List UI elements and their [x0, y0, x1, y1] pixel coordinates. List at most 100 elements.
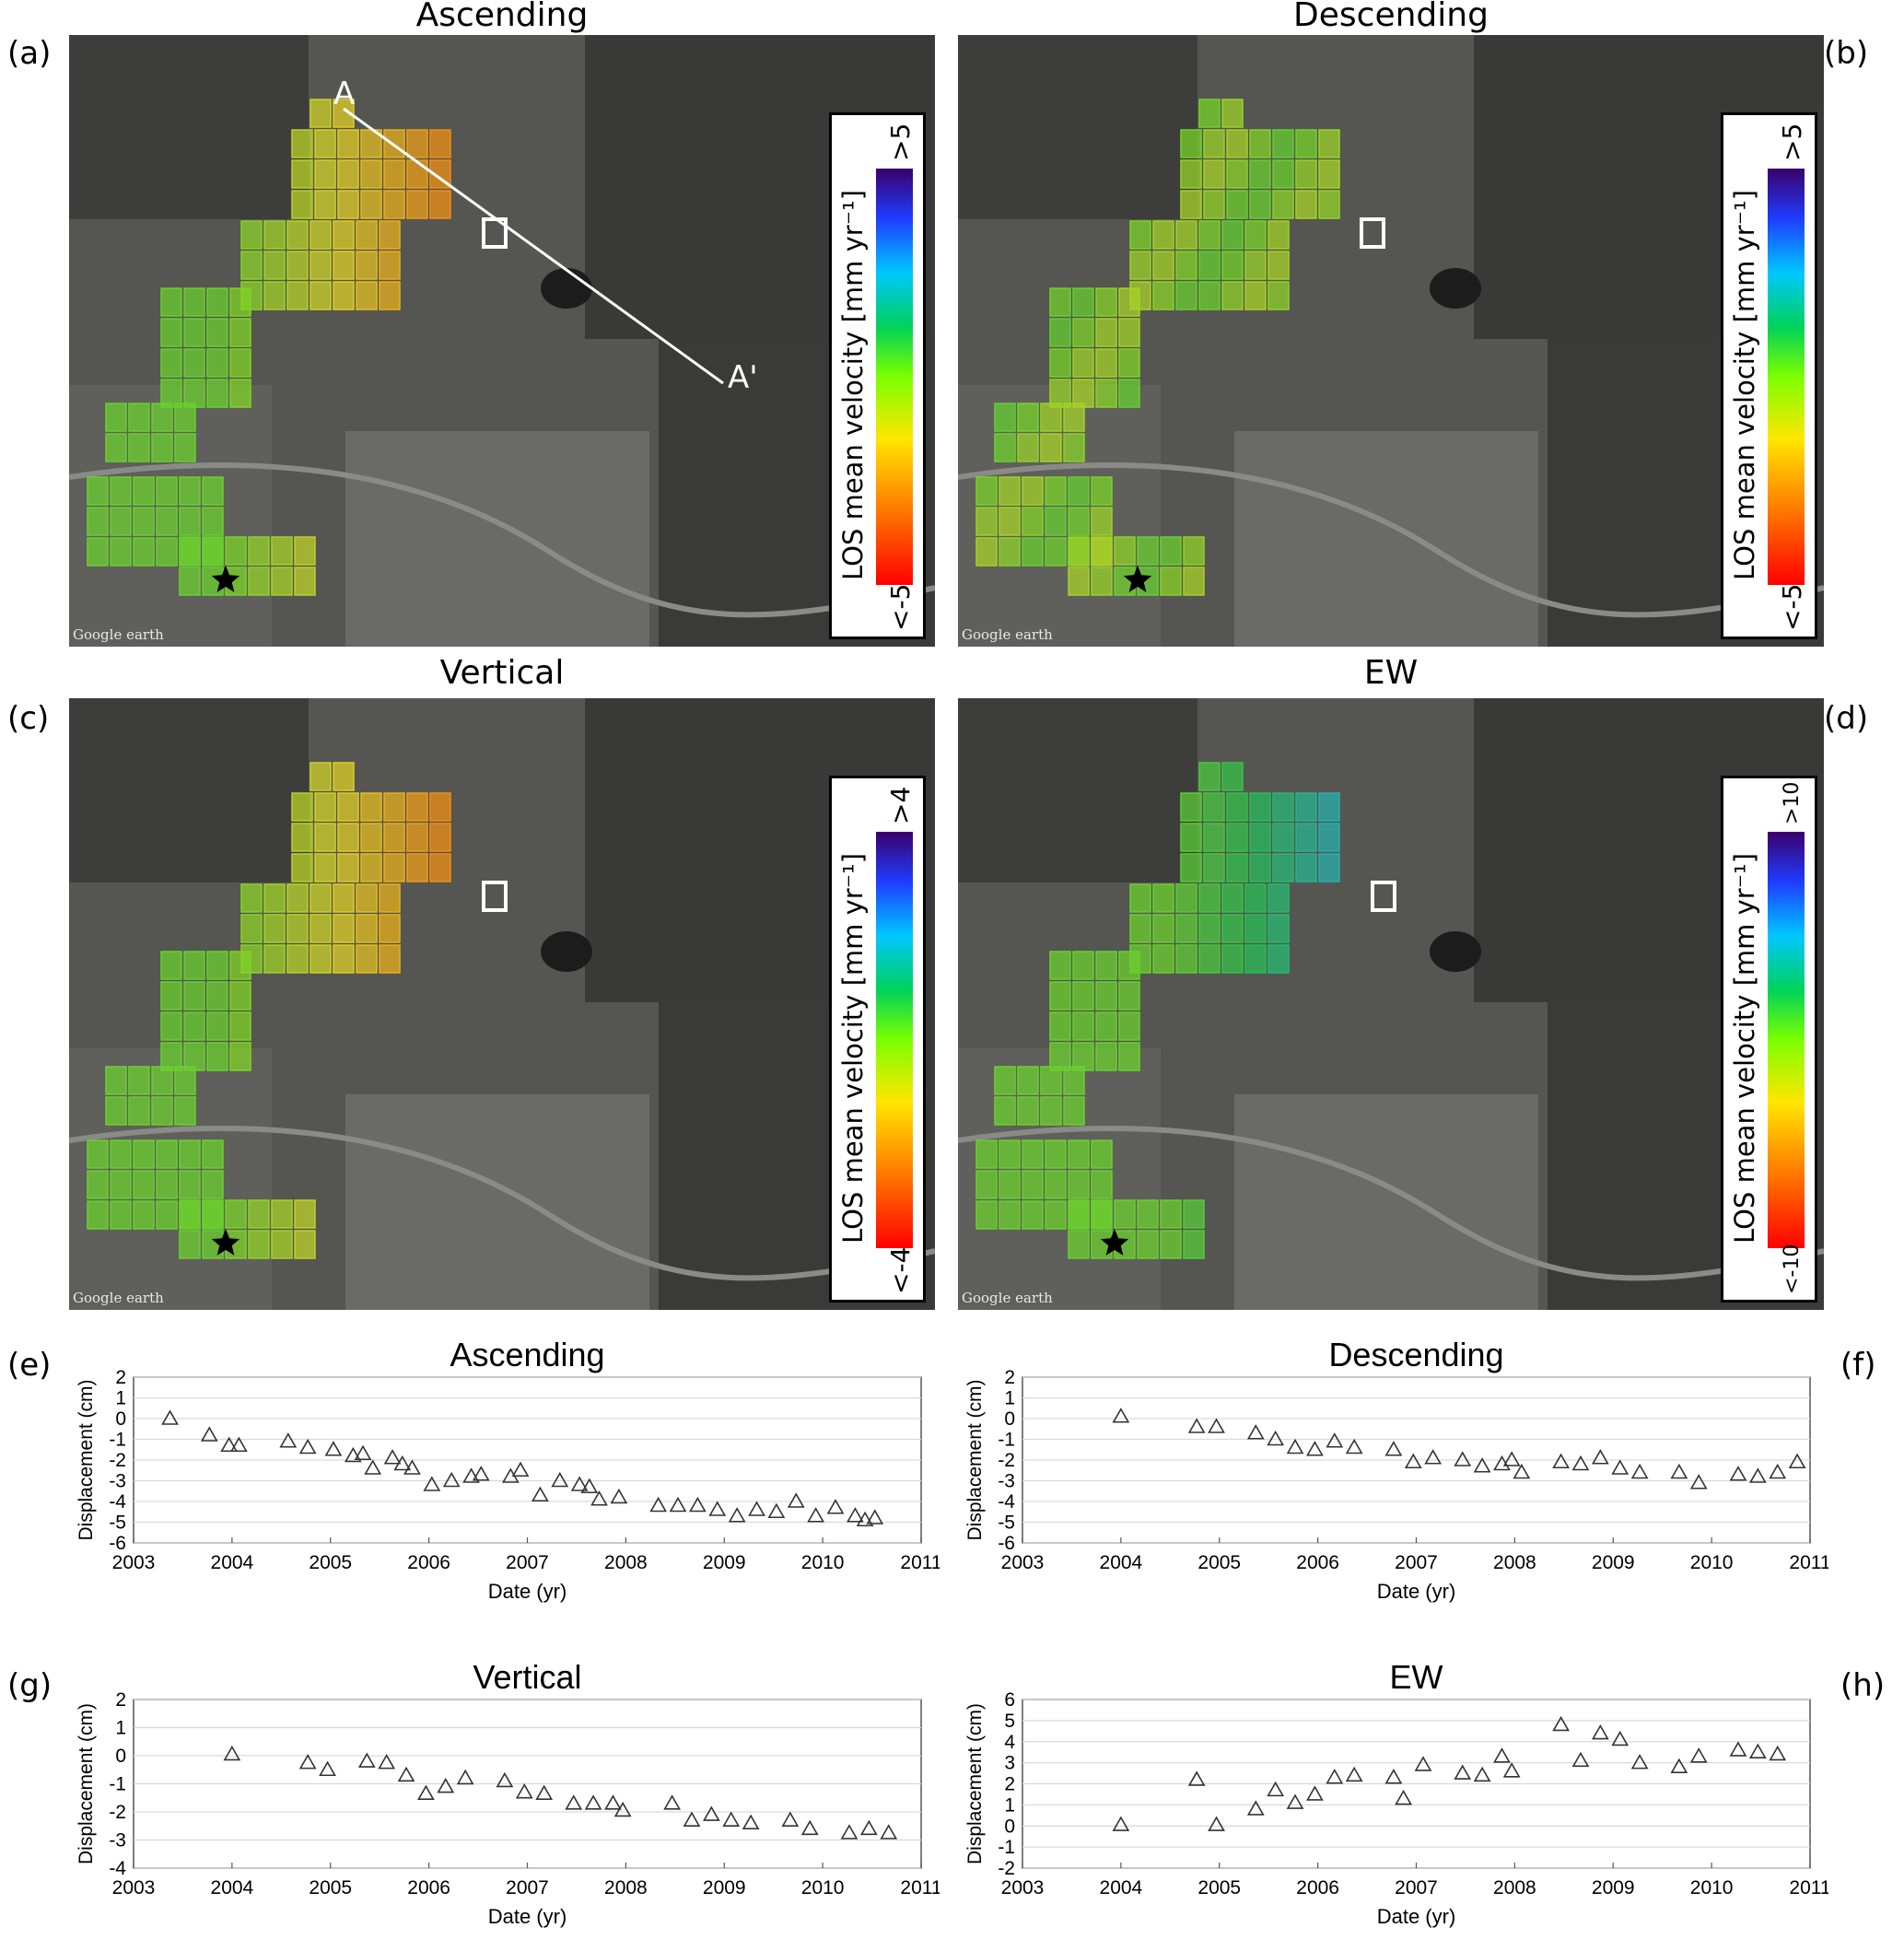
- velocity-cell: [105, 1066, 127, 1095]
- velocity-cell: [1068, 1170, 1090, 1199]
- velocity-cell: [156, 1139, 178, 1169]
- velocity-cell: [1152, 251, 1174, 280]
- velocity-cell: [333, 944, 355, 974]
- velocity-cell: [1244, 944, 1267, 974]
- velocity-cell: [1318, 823, 1340, 852]
- velocity-cell: [310, 914, 332, 943]
- data-point: [1384, 1441, 1403, 1456]
- colorbar-title: LOS mean velocity [mm yr⁻¹]: [837, 853, 869, 1244]
- timeseries-ew: EW -2 -1 0 1 2 3 4 5 6 2003 2004 2005 2006 2007 2008 200…: [944, 1653, 1831, 1946]
- x-tick-label: 2007: [506, 1552, 549, 1573]
- velocity-cell: [229, 1042, 251, 1071]
- velocity-cell: [1040, 403, 1062, 432]
- map-title-descending: Descending: [1293, 0, 1489, 34]
- y-tick-label: -6: [109, 1533, 126, 1554]
- x-tick-label: 2011: [900, 1877, 940, 1898]
- x-tick-label: 2010: [1690, 1552, 1734, 1573]
- selected-cell-marker: [1360, 217, 1385, 249]
- velocity-cell: [294, 1199, 316, 1229]
- x-tick-label: 2011: [900, 1552, 940, 1573]
- data-point: [1345, 1438, 1363, 1454]
- velocity-cell: [356, 251, 378, 280]
- velocity-cell: [248, 536, 270, 566]
- panel-letter-f: (f): [1840, 1347, 1876, 1384]
- velocity-cell: [337, 823, 359, 852]
- y-tick-label: -2: [109, 1802, 126, 1823]
- velocity-cell: [356, 914, 378, 943]
- velocity-cell: [1049, 1011, 1071, 1041]
- y-tick-label: -1: [109, 1774, 126, 1795]
- velocity-cell: [206, 318, 228, 347]
- velocity-cell: [406, 853, 428, 882]
- colorbar-min: <-4: [885, 1246, 916, 1294]
- velocity-cell: [105, 403, 127, 432]
- velocity-cell: [248, 1199, 270, 1229]
- velocity-cell: [271, 1230, 293, 1259]
- velocity-cell: [310, 944, 332, 974]
- velocity-cell: [179, 567, 201, 596]
- velocity-cell: [1049, 348, 1071, 378]
- y-tick-label: -5: [109, 1513, 126, 1534]
- data-point: [496, 1771, 514, 1788]
- velocity-cell: [202, 1170, 224, 1199]
- velocity-cell: [263, 914, 286, 943]
- velocity-cell: [174, 433, 196, 462]
- data-point: [393, 1454, 412, 1471]
- data-point: [1187, 1418, 1206, 1433]
- velocity-cell: [994, 403, 1016, 432]
- data-point: [1571, 1751, 1590, 1768]
- velocity-cell: [383, 853, 405, 882]
- velocity-cell: [248, 1230, 270, 1259]
- x-tick-label: 2004: [1100, 1877, 1143, 1898]
- velocity-cell: [1072, 981, 1094, 1011]
- velocity-cell: [160, 348, 182, 378]
- colorbar-gradient: [1768, 832, 1805, 1248]
- data-point: [1630, 1754, 1649, 1770]
- velocity-cell: [160, 287, 182, 317]
- velocity-cell: [1118, 1042, 1140, 1071]
- data-point: [531, 1486, 549, 1502]
- velocity-cell: [1244, 281, 1267, 310]
- velocity-cell: [1198, 762, 1221, 791]
- velocity-cell: [999, 507, 1021, 536]
- velocity-cell: [1129, 914, 1151, 943]
- velocity-cell: [1118, 981, 1140, 1011]
- velocity-cell: [379, 944, 401, 974]
- panel-letter-e: (e): [7, 1347, 52, 1384]
- data-point: [1769, 1745, 1787, 1761]
- velocity-cell: [160, 981, 182, 1011]
- velocity-cell: [1272, 792, 1294, 822]
- velocity-cell: [133, 507, 155, 536]
- map-road: [958, 462, 1824, 618]
- y-tick-label: 4: [1004, 1732, 1015, 1753]
- velocity-cell: [263, 944, 286, 974]
- colorbar-title: LOS mean velocity [mm yr⁻¹]: [837, 190, 869, 580]
- velocity-cell: [151, 403, 173, 432]
- velocity-cell: [333, 281, 355, 310]
- data-point: [847, 1507, 864, 1523]
- y-tick-label: -1: [998, 1430, 1015, 1451]
- velocity-cell: [1175, 883, 1197, 913]
- velocity-cell: [248, 567, 270, 596]
- data-point: [324, 1441, 343, 1456]
- data-point: [1246, 1800, 1265, 1816]
- velocity-cell: [1072, 348, 1094, 378]
- velocity-cell: [1072, 318, 1094, 347]
- profile-start-label: A: [333, 76, 356, 112]
- velocity-cell: [263, 281, 286, 310]
- velocity-cell: [151, 433, 173, 462]
- velocity-cell: [1203, 853, 1225, 882]
- velocity-cell: [383, 823, 405, 852]
- data-point: [1246, 1424, 1265, 1440]
- panel-letter-b: (b): [1824, 35, 1869, 72]
- velocity-cell: [1160, 1230, 1182, 1259]
- data-point: [364, 1459, 382, 1475]
- map-road: [69, 1126, 935, 1281]
- velocity-cell: [1318, 159, 1340, 189]
- data-point: [1395, 1789, 1412, 1805]
- velocity-cell: [356, 220, 378, 250]
- timeseries-ascending: Ascending -6 -5 -4 -3 -2 -1 0 1 2 2003 2004 2005 2006…: [55, 1331, 942, 1621]
- map-road: [958, 1126, 1824, 1281]
- velocity-cell: [1045, 1170, 1067, 1199]
